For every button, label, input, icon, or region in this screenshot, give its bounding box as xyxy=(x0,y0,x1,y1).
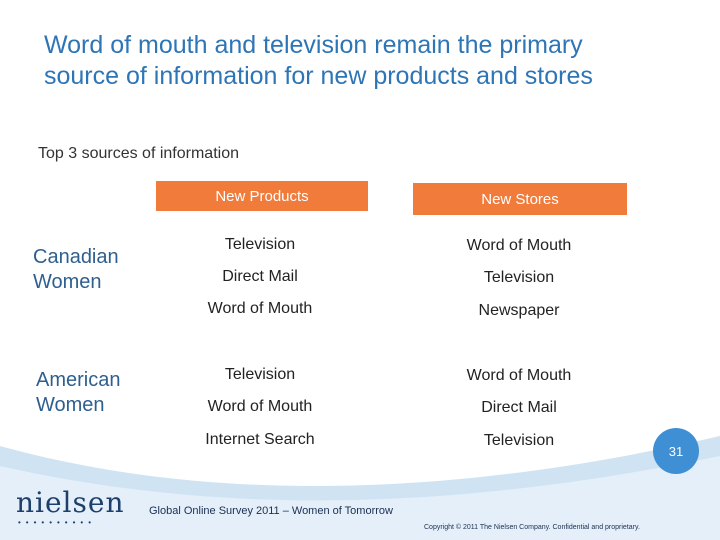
page-number-badge: 31 xyxy=(653,428,699,474)
slide-subtitle: Top 3 sources of information xyxy=(38,145,239,162)
group-label-line-1: Canadian xyxy=(33,246,119,268)
group-label-american-women: American Women xyxy=(36,368,120,418)
survey-note: Global Online Survey 2011 – Women of Tom… xyxy=(149,505,393,517)
canadian-new-stores-3: Newspaper xyxy=(478,302,560,319)
group-label-line-2: Women xyxy=(36,394,105,416)
canadian-new-products-2: Direct Mail xyxy=(222,268,298,285)
nielsen-logo: nielsen xyxy=(16,486,125,519)
american-new-stores-3: Television xyxy=(483,432,555,449)
nielsen-logo-dots: •••••••••• xyxy=(18,518,97,527)
american-new-products-3: Internet Search xyxy=(205,431,315,448)
canadian-new-products-3: Word of Mouth xyxy=(207,300,313,317)
header-new-stores: New Stores xyxy=(413,183,627,215)
group-label-canadian-women: Canadian Women xyxy=(33,245,119,295)
header-new-products: New Products xyxy=(156,181,368,211)
group-label-line-2: Women xyxy=(33,271,102,293)
american-new-stores-1: Word of Mouth xyxy=(466,367,572,384)
slide-title-line-2: source of information for new products a… xyxy=(44,62,593,90)
canadian-new-stores-1: Word of Mouth xyxy=(466,237,572,254)
american-new-stores-2: Direct Mail xyxy=(481,399,557,416)
slide-title-line-1: Word of mouth and television remain the … xyxy=(44,31,583,59)
group-label-line-1: American xyxy=(36,369,121,391)
american-new-products-1: Television xyxy=(224,366,296,383)
canadian-new-products-1: Television xyxy=(224,236,296,253)
canadian-new-stores-2: Television xyxy=(483,269,555,286)
american-new-products-2: Word of Mouth xyxy=(207,398,313,415)
copyright-notice: Copyright © 2011 The Nielsen Company. Co… xyxy=(424,524,640,531)
footer-band xyxy=(0,436,720,540)
slide-title: Word of mouth and television remain the … xyxy=(44,30,704,92)
